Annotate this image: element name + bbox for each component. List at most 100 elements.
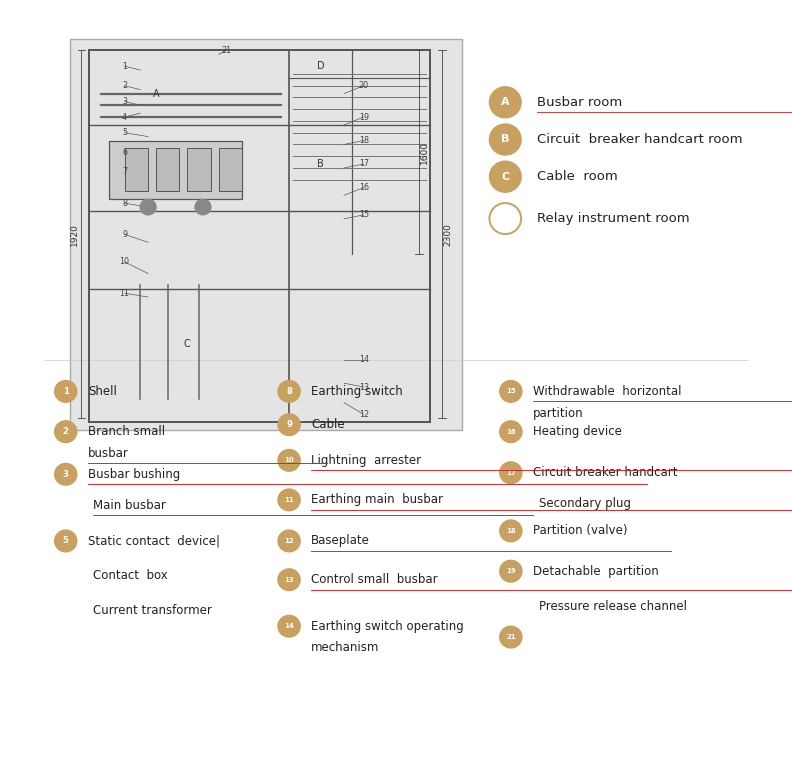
Text: Static contact  device|: Static contact device| xyxy=(88,535,220,547)
Bar xyxy=(219,148,242,191)
Circle shape xyxy=(140,199,156,215)
Circle shape xyxy=(278,449,300,471)
Text: 12: 12 xyxy=(284,538,294,544)
Circle shape xyxy=(195,199,211,215)
Text: D: D xyxy=(317,61,325,71)
Text: Circuit breaker handcart: Circuit breaker handcart xyxy=(533,467,677,479)
Bar xyxy=(188,148,211,191)
Text: 2: 2 xyxy=(122,81,128,90)
Text: Earthing switch: Earthing switch xyxy=(311,385,403,398)
Text: 5: 5 xyxy=(122,128,128,137)
Text: 15: 15 xyxy=(506,388,516,394)
Text: 8: 8 xyxy=(122,198,127,208)
Text: Earthing main  busbar: Earthing main busbar xyxy=(311,494,444,506)
Text: 7: 7 xyxy=(122,167,128,177)
Text: Contact  box: Contact box xyxy=(93,569,168,581)
Text: Partition (valve): Partition (valve) xyxy=(533,525,627,537)
Text: 1920: 1920 xyxy=(70,223,79,246)
Circle shape xyxy=(489,161,521,192)
Text: Shell: Shell xyxy=(88,385,116,398)
Text: C: C xyxy=(501,172,509,181)
FancyBboxPatch shape xyxy=(70,39,462,430)
Circle shape xyxy=(500,462,522,484)
Text: 2: 2 xyxy=(63,427,69,436)
Text: Cable: Cable xyxy=(311,418,345,431)
Text: 17: 17 xyxy=(359,160,369,168)
Text: 4: 4 xyxy=(122,112,127,122)
Text: A: A xyxy=(153,88,159,98)
Text: B: B xyxy=(501,135,509,144)
Text: Branch small: Branch small xyxy=(88,425,165,438)
Circle shape xyxy=(500,381,522,402)
Text: 15: 15 xyxy=(359,210,369,219)
Text: 10: 10 xyxy=(120,257,130,267)
Text: 11: 11 xyxy=(284,497,294,503)
Circle shape xyxy=(55,421,77,443)
Text: A: A xyxy=(501,98,509,107)
Text: 16: 16 xyxy=(506,429,516,435)
Text: Cable  room: Cable room xyxy=(537,170,618,183)
Text: 13: 13 xyxy=(359,383,369,391)
Text: 12: 12 xyxy=(359,410,369,419)
Text: 9: 9 xyxy=(286,420,292,429)
Text: Busbar room: Busbar room xyxy=(537,96,623,108)
Text: 1: 1 xyxy=(122,62,127,71)
Text: Withdrawable  horizontal: Withdrawable horizontal xyxy=(533,385,682,398)
Circle shape xyxy=(500,626,522,648)
Text: Relay instrument room: Relay instrument room xyxy=(537,212,690,225)
Text: C: C xyxy=(184,339,191,349)
Text: Baseplate: Baseplate xyxy=(311,535,370,547)
Text: 19: 19 xyxy=(506,568,516,574)
Bar xyxy=(109,140,242,199)
Text: 21: 21 xyxy=(222,46,231,55)
Circle shape xyxy=(278,530,300,552)
Circle shape xyxy=(278,381,300,402)
Text: 19: 19 xyxy=(359,112,369,122)
Text: B: B xyxy=(318,159,324,169)
Circle shape xyxy=(278,414,300,436)
Circle shape xyxy=(500,560,522,582)
Text: Detachable  partition: Detachable partition xyxy=(533,565,659,577)
Text: 16: 16 xyxy=(359,183,369,192)
Text: Lightning  arrester: Lightning arrester xyxy=(311,454,421,467)
Text: 5: 5 xyxy=(63,536,69,546)
Text: Pressure release channel: Pressure release channel xyxy=(539,600,687,612)
Bar xyxy=(156,148,180,191)
Text: 6: 6 xyxy=(122,148,127,157)
Circle shape xyxy=(500,520,522,542)
Text: 14: 14 xyxy=(284,623,294,629)
Text: Main busbar: Main busbar xyxy=(93,499,166,512)
Circle shape xyxy=(500,421,522,443)
Text: 2300: 2300 xyxy=(444,223,452,246)
Text: 8: 8 xyxy=(286,387,292,396)
Text: 10: 10 xyxy=(284,457,294,463)
Text: partition: partition xyxy=(533,407,584,419)
Text: 9: 9 xyxy=(122,230,128,239)
Circle shape xyxy=(278,615,300,637)
Text: Control small  busbar: Control small busbar xyxy=(311,574,438,586)
Text: 18: 18 xyxy=(506,528,516,534)
Text: 1: 1 xyxy=(63,387,69,396)
Text: 13: 13 xyxy=(284,577,294,583)
Circle shape xyxy=(55,463,77,485)
Circle shape xyxy=(55,530,77,552)
Text: Circuit  breaker handcart room: Circuit breaker handcart room xyxy=(537,133,742,146)
Text: Secondary plug: Secondary plug xyxy=(539,498,630,510)
Text: 14: 14 xyxy=(359,355,369,364)
Text: 17: 17 xyxy=(506,470,516,476)
Circle shape xyxy=(489,124,521,155)
Text: 21: 21 xyxy=(506,634,516,640)
Text: 11: 11 xyxy=(120,288,130,298)
Text: Earthing switch operating: Earthing switch operating xyxy=(311,620,464,632)
Text: 3: 3 xyxy=(63,470,69,479)
Text: busbar: busbar xyxy=(88,447,129,460)
Text: mechanism: mechanism xyxy=(311,642,379,654)
Circle shape xyxy=(489,87,521,118)
Circle shape xyxy=(278,489,300,511)
Text: 1600: 1600 xyxy=(420,141,429,164)
Circle shape xyxy=(55,381,77,402)
Circle shape xyxy=(278,569,300,591)
Text: 18: 18 xyxy=(359,136,369,145)
Text: Busbar bushing: Busbar bushing xyxy=(88,468,180,480)
Text: Heating device: Heating device xyxy=(533,425,622,438)
